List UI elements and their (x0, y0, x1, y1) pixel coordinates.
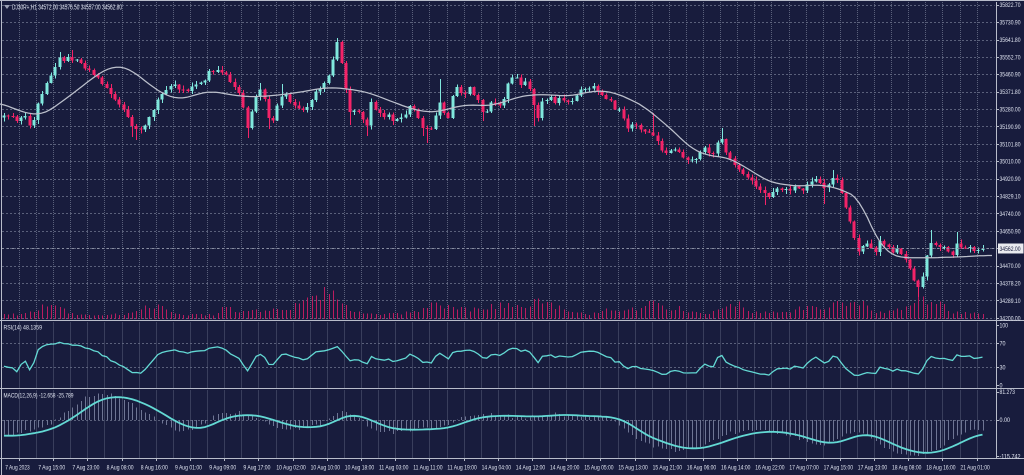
svg-text:16 Aug 22:00: 16 Aug 22:00 (755, 465, 785, 472)
svg-text:18 Aug 16:00: 18 Aug 16:00 (926, 465, 956, 472)
svg-text:34650.90: 34650.90 (1000, 228, 1021, 235)
svg-text:17 Aug 23:00: 17 Aug 23:00 (858, 465, 888, 472)
svg-text:35371.80: 35371.80 (1000, 89, 1021, 96)
svg-text:9 Aug 17:00: 9 Aug 17:00 (243, 465, 270, 472)
svg-text:34200.00: 34200.00 (1000, 315, 1021, 322)
svg-text:9 Aug 01:00: 9 Aug 01:00 (175, 465, 202, 472)
svg-text:14 Aug 12:00: 14 Aug 12:00 (516, 465, 546, 472)
svg-text:34740.00: 34740.00 (1000, 211, 1021, 218)
svg-text:10 Aug 10:00: 10 Aug 10:00 (311, 465, 341, 472)
svg-text:7 Aug 2023: 7 Aug 2023 (5, 465, 30, 472)
svg-text:MACD(12,26,9) -12.658 -25.789: MACD(12,26,9) -12.658 -25.789 (4, 393, 74, 400)
svg-text:35641.80: 35641.80 (1000, 37, 1021, 44)
svg-text:17 Aug 07:00: 17 Aug 07:00 (789, 465, 819, 472)
svg-text:-115.742: -115.742 (1000, 453, 1021, 460)
svg-text:DJ30R+,H1 34572.00 34576.50 34: DJ30R+,H1 34572.00 34576.50 34557.00 345… (12, 4, 122, 11)
svg-text:15 Aug 21:00: 15 Aug 21:00 (653, 465, 683, 472)
svg-text:16 Aug 14:00: 16 Aug 14:00 (721, 465, 751, 472)
svg-text:81.273: 81.273 (1000, 389, 1016, 396)
svg-text:34470.00: 34470.00 (1000, 263, 1021, 270)
svg-text:35730.90: 35730.90 (1000, 20, 1021, 27)
svg-text:10 Aug 02:00: 10 Aug 02:00 (276, 465, 306, 472)
svg-text:34289.10: 34289.10 (1000, 298, 1021, 305)
svg-text:10 Aug 18:00: 10 Aug 18:00 (345, 465, 375, 472)
svg-text:35552.70: 35552.70 (1000, 54, 1021, 61)
svg-text:0.00: 0.00 (1000, 417, 1011, 424)
svg-text:21 Aug 01:00: 21 Aug 01:00 (960, 465, 990, 472)
svg-text:11 Aug 03:00: 11 Aug 03:00 (379, 465, 409, 472)
svg-text:35460.90: 35460.90 (1000, 72, 1021, 79)
svg-text:RSI(14) 48.1359: RSI(14) 48.1359 (4, 325, 43, 332)
svg-text:35280.00: 35280.00 (1000, 107, 1021, 114)
svg-text:30: 30 (1000, 364, 1006, 371)
svg-text:35190.90: 35190.90 (1000, 124, 1021, 131)
svg-text:15 Aug 13:00: 15 Aug 13:00 (618, 465, 648, 472)
svg-text:34562.00: 34562.00 (1000, 246, 1021, 253)
svg-text:35010.00: 35010.00 (1000, 159, 1021, 166)
svg-text:34920.90: 34920.90 (1000, 176, 1021, 183)
svg-text:11 Aug 19:00: 11 Aug 19:00 (447, 465, 477, 472)
svg-text:70: 70 (1000, 340, 1006, 347)
svg-text:34829.10: 34829.10 (1000, 194, 1021, 201)
svg-text:100: 100 (1000, 322, 1009, 329)
svg-text:11 Aug 11:00: 11 Aug 11:00 (413, 465, 443, 472)
svg-text:0: 0 (1000, 382, 1003, 389)
svg-text:16 Aug 06:00: 16 Aug 06:00 (687, 465, 717, 472)
svg-text:17 Aug 15:00: 17 Aug 15:00 (824, 465, 854, 472)
svg-text:35822.70: 35822.70 (1000, 2, 1021, 9)
svg-text:18 Aug 08:00: 18 Aug 08:00 (892, 465, 922, 472)
svg-text:35101.80: 35101.80 (1000, 141, 1021, 148)
svg-text:7 Aug 15:00: 7 Aug 15:00 (38, 465, 65, 472)
svg-text:9 Aug 09:00: 9 Aug 09:00 (209, 465, 236, 472)
svg-text:34378.20: 34378.20 (1000, 281, 1021, 288)
svg-text:7 Aug 23:00: 7 Aug 23:00 (72, 465, 99, 472)
svg-text:14 Aug 20:00: 14 Aug 20:00 (550, 465, 580, 472)
svg-text:8 Aug 16:00: 8 Aug 16:00 (141, 465, 168, 472)
svg-text:14 Aug 04:00: 14 Aug 04:00 (482, 465, 512, 472)
svg-text:15 Aug 05:00: 15 Aug 05:00 (584, 465, 614, 472)
svg-text:8 Aug 08:00: 8 Aug 08:00 (107, 465, 134, 472)
